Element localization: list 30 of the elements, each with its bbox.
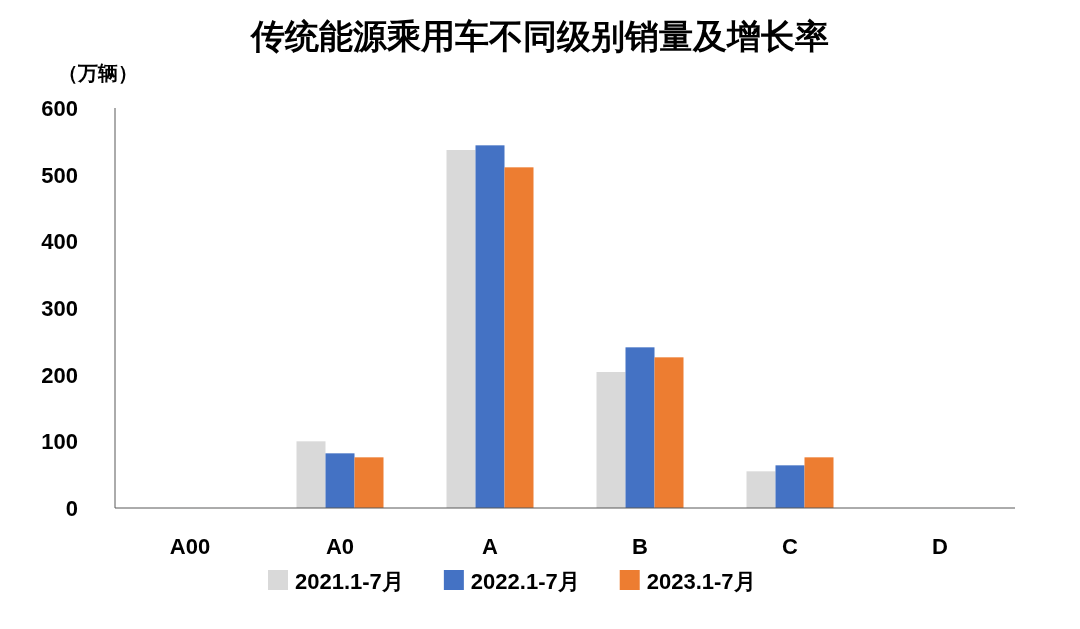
bar [625,347,655,508]
bar [596,372,626,508]
x-tick-label: A0 [325,534,355,559]
bar [504,167,534,508]
legend-label: 2023.1-7月 [646,569,756,594]
bar [354,457,384,508]
y-tick-label: 400 [41,229,78,255]
bar [804,457,834,508]
x-tick-label: A00 [169,534,211,559]
y-tick-label: 0 [65,496,78,521]
bar [475,145,505,508]
bar [654,357,684,508]
y-tick-label: 500 [41,162,78,188]
y-tick-label: 100 [41,429,78,455]
bar [746,471,776,508]
x-tick-label: A [482,534,499,559]
x-tick-label: C [782,534,799,559]
y-tick-label: 600 [41,96,78,121]
y-tick-label: 200 [41,362,78,388]
y-axis-title: （万辆） [58,62,138,84]
bar [296,441,326,508]
x-tick-label: D [932,534,948,559]
bar [775,465,805,508]
bar [446,150,476,508]
x-tick-label: B [632,534,648,559]
bar [325,453,355,508]
legend-label: 2021.1-7月 [295,569,404,594]
y-tick-label: 300 [41,296,78,321]
legend-label: 2022.1-7月 [470,569,580,594]
chart-title: 传统能源乘用车不同级别销量及增长率 [249,17,829,55]
